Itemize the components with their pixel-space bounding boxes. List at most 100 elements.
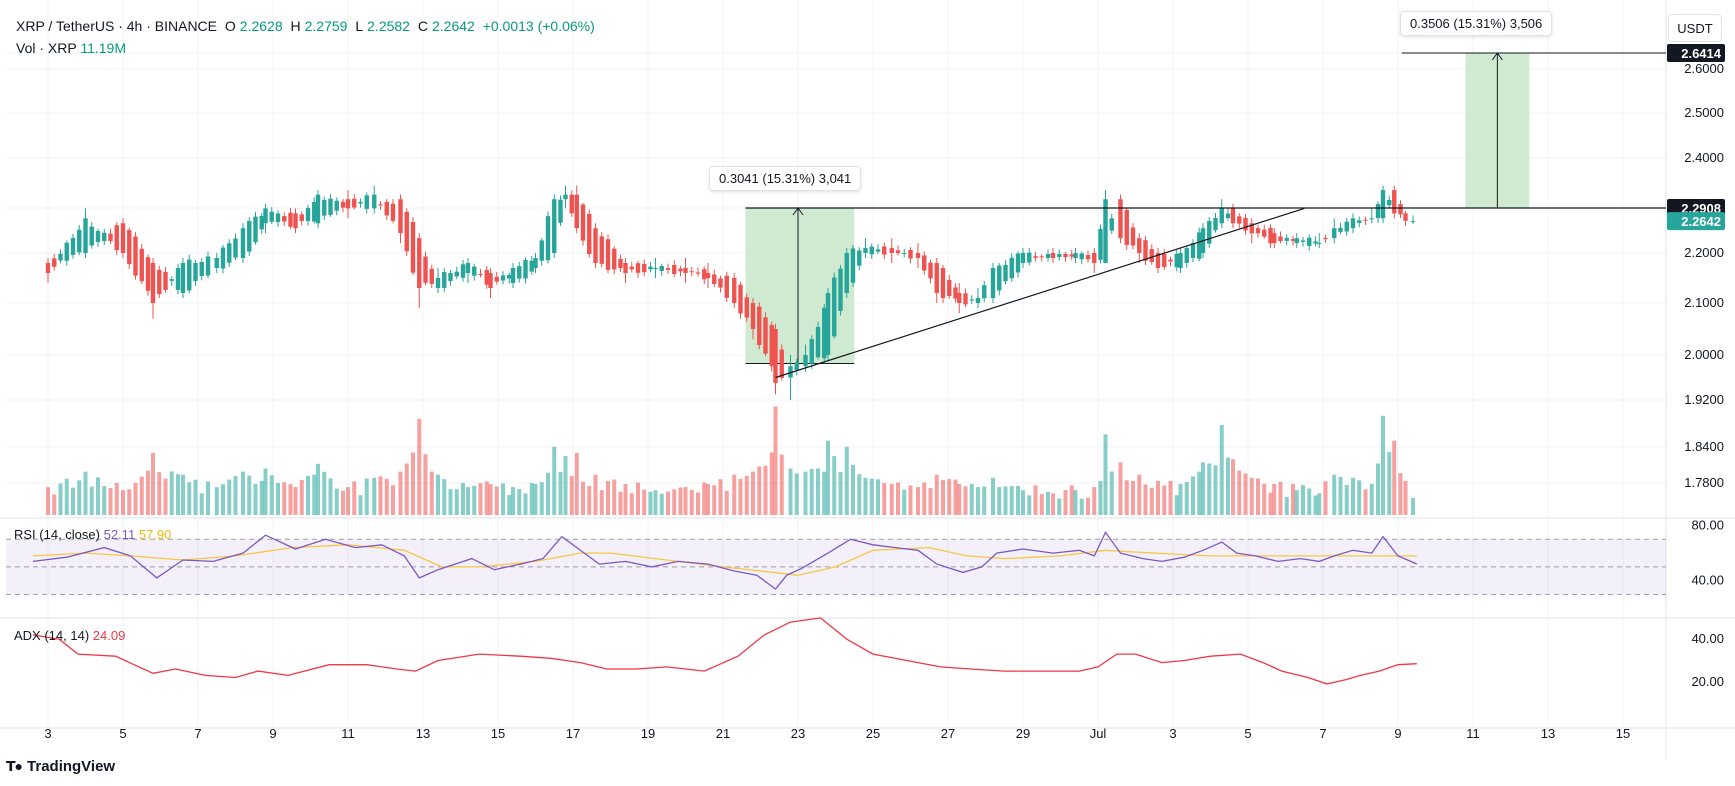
volume-bar xyxy=(221,484,225,515)
candle-body xyxy=(705,273,711,278)
volume-bar xyxy=(696,492,700,515)
volume-bar xyxy=(1344,484,1349,515)
candle-body xyxy=(533,258,538,268)
candle-body xyxy=(915,253,921,258)
volume-bar xyxy=(803,471,808,515)
tradingview-logo-icon: 𝗧● xyxy=(6,758,23,774)
volume-label: Vol · XRP xyxy=(16,40,77,56)
adx-value: 24.09 xyxy=(92,628,126,643)
candle-body xyxy=(263,208,268,224)
tradingview-logo[interactable]: 𝗧● TradingView xyxy=(6,758,115,775)
candle-body xyxy=(1398,204,1403,215)
volume-bar xyxy=(1231,459,1235,515)
candle-body xyxy=(539,240,544,261)
volume-bar xyxy=(706,484,710,515)
volume-bar xyxy=(378,476,383,515)
candle-body xyxy=(1237,216,1242,224)
volume-bar xyxy=(1262,483,1267,515)
candle-body xyxy=(163,272,168,290)
candle-body xyxy=(895,250,901,254)
candle-body xyxy=(282,216,287,222)
rsi-tick-label: 80.00 xyxy=(1691,518,1724,533)
candle-body xyxy=(1003,264,1008,282)
volume-bar xyxy=(288,484,293,515)
volume-bar xyxy=(436,474,440,515)
volume-bar xyxy=(169,471,174,515)
measure-box-1 xyxy=(745,208,855,364)
volume-bar xyxy=(1092,487,1097,515)
date-tick-label: 5 xyxy=(119,726,126,741)
volume-bar xyxy=(1237,470,1242,515)
candle-body xyxy=(227,243,232,263)
volume-bar xyxy=(916,487,920,515)
volume-bar xyxy=(494,486,499,515)
candle-body xyxy=(612,248,617,270)
candle-body xyxy=(712,274,717,285)
volume-bar xyxy=(963,486,968,515)
trendlines[interactable] xyxy=(745,207,1667,379)
volume-bar xyxy=(429,471,434,515)
volume-bar xyxy=(1103,434,1108,515)
volume-bar xyxy=(581,481,585,515)
volume-bar xyxy=(587,485,592,515)
volume-bar xyxy=(599,490,604,515)
volume-bar xyxy=(341,490,345,515)
currency-button[interactable]: USDT xyxy=(1668,14,1722,42)
date-tick-label: Jul xyxy=(1090,726,1107,741)
candle-body xyxy=(618,258,623,269)
candle-body xyxy=(1403,213,1408,221)
volume-bar xyxy=(1086,497,1090,515)
adx-legend[interactable]: ADX (14, 14) 24.09 xyxy=(14,628,125,643)
rsi-pane xyxy=(6,531,1666,595)
volume-bar xyxy=(488,484,493,515)
candle-body xyxy=(1272,233,1277,244)
symbol-name[interactable]: XRP / TetherUS · 4h · BINANCE xyxy=(16,18,217,34)
candle-body xyxy=(1278,236,1283,242)
volume-bar xyxy=(1109,471,1114,515)
candle-body xyxy=(58,253,63,261)
volume-bar xyxy=(442,479,447,515)
volume-bar xyxy=(941,480,945,515)
volume-bar xyxy=(176,474,180,515)
volume-bar xyxy=(558,472,563,515)
candle-body xyxy=(102,232,107,241)
volume-bar xyxy=(1046,491,1050,515)
measure-tooltip-1: 0.3041 (15.31%) 3,041 xyxy=(709,166,862,191)
candle-body xyxy=(1039,256,1044,258)
volume-bar xyxy=(96,477,100,515)
candle-body xyxy=(809,339,814,364)
price-tick-label: 2.6000 xyxy=(1684,61,1724,76)
volume-bar xyxy=(672,489,677,515)
date-tick-label: 7 xyxy=(194,726,201,741)
candle-body xyxy=(429,268,434,284)
open-value: 2.2628 xyxy=(239,18,283,34)
measure-tooltip-2: 0.3506 (15.31%) 3,506 xyxy=(1400,11,1553,36)
candles[interactable] xyxy=(45,185,1416,400)
volume-bar xyxy=(151,453,155,515)
candle-body xyxy=(1137,238,1142,253)
candle-body xyxy=(605,239,611,270)
candle-body xyxy=(145,257,151,291)
candle-body xyxy=(507,274,512,279)
date-tick-label: 9 xyxy=(1394,726,1401,741)
candle-body xyxy=(545,216,551,261)
candle-body xyxy=(1050,253,1056,258)
volume-bar xyxy=(533,484,538,515)
candle-body xyxy=(940,268,946,298)
candle-body xyxy=(70,237,76,255)
date-tick-label: 25 xyxy=(866,726,880,741)
candle-body xyxy=(293,213,298,229)
rsi-legend[interactable]: RSI (14, close) 52.11 57.90 xyxy=(14,527,171,542)
volume-bar xyxy=(844,446,849,515)
candle-body xyxy=(199,261,204,277)
volume-bar xyxy=(702,482,707,515)
volume-bar xyxy=(478,483,483,515)
candle-body xyxy=(1124,209,1129,245)
candle-body xyxy=(1073,253,1078,258)
candle-body xyxy=(448,273,453,281)
volume-legend[interactable]: Vol · XRP 11.19M xyxy=(16,40,126,56)
volume-bar xyxy=(507,495,512,515)
volume-bar xyxy=(1243,473,1248,515)
